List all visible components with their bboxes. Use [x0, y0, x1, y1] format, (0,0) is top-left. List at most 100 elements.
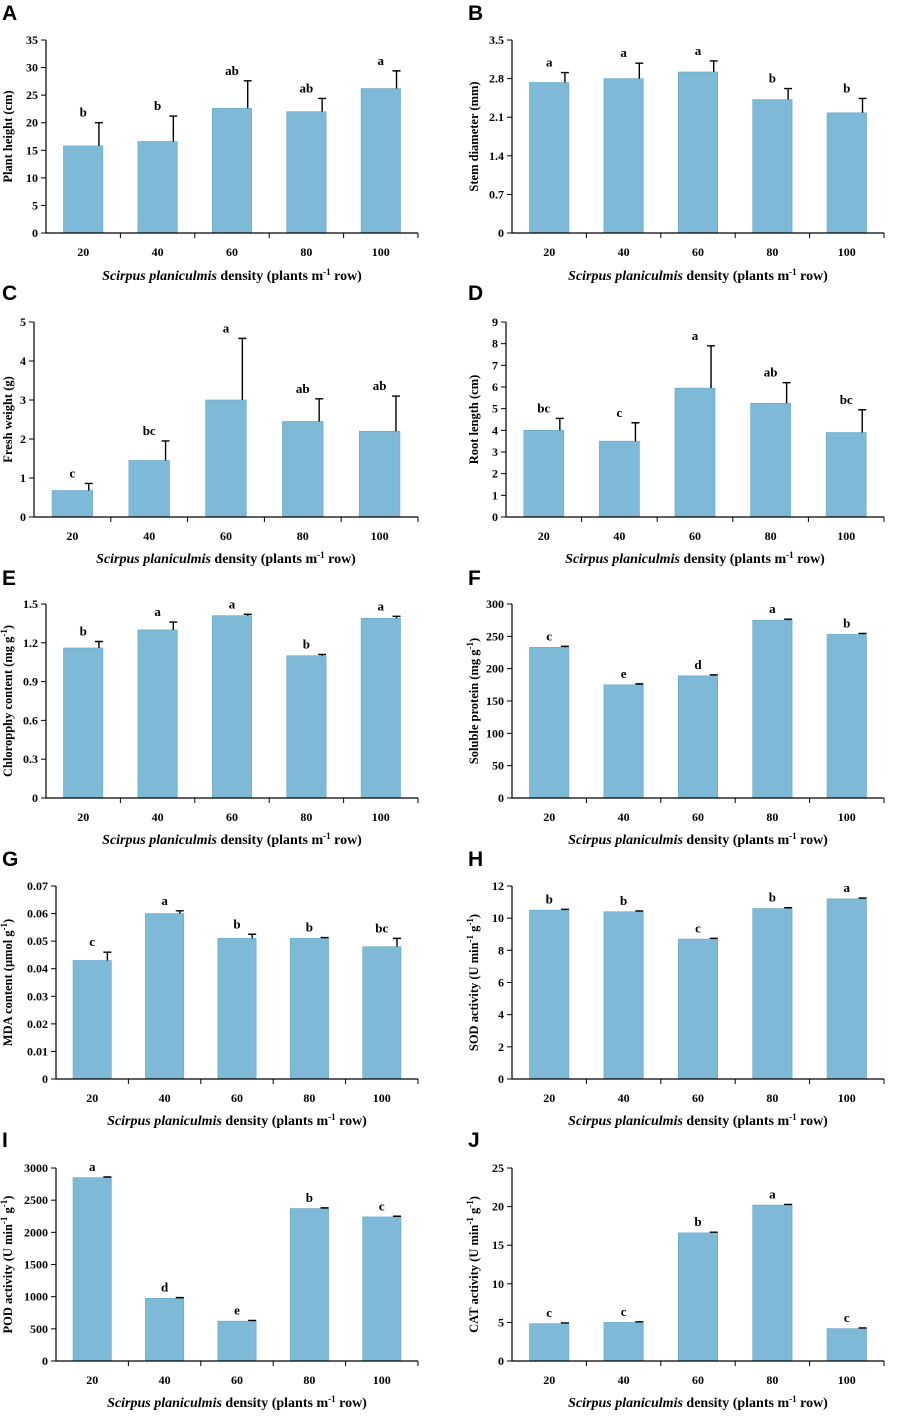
bar [362, 1216, 402, 1362]
bar [286, 655, 327, 799]
x-axis-label: Scirpus planiculmis density (plants m-1 … [565, 550, 825, 567]
x-tick-label: 20 [543, 1373, 555, 1387]
error-bar [709, 1231, 718, 1233]
y-tick-label: 0.02 [27, 1017, 48, 1031]
bar [752, 1204, 793, 1362]
error-bar [320, 936, 329, 939]
significance-letter: a [378, 598, 385, 613]
chart-panel-a: A 0 5 10 15 20 25 30 35 b 20 b 40 ab 60 ab 80 a 100 Plant h… [1, 2, 419, 284]
y-label-sup: -1 [465, 1217, 475, 1225]
error-bar [238, 337, 247, 400]
x-tick-label: 80 [766, 1091, 778, 1105]
significance-letter: b [80, 624, 87, 639]
y-label-mid: g [467, 925, 481, 935]
x-tick-label: 80 [303, 1091, 315, 1105]
x-axis-label: Scirpus planiculmis density (plants m-1 … [568, 831, 828, 848]
bar [603, 684, 644, 799]
bar [137, 629, 178, 799]
x-label-end: row) [336, 1396, 368, 1411]
error-bar [392, 615, 401, 619]
y-label-end: ) [467, 1196, 481, 1200]
y-tick-label: 0 [42, 1072, 48, 1086]
x-tick-label: 20 [543, 245, 555, 259]
significance-letter: c [621, 1304, 627, 1319]
bar [63, 647, 104, 799]
y-tick-label: 6 [498, 976, 504, 990]
x-tick-label: 80 [766, 810, 778, 824]
x-tick-label: 40 [618, 245, 630, 259]
y-label-sup: -1 [0, 629, 9, 637]
bar [825, 432, 867, 518]
x-axis-label: Scirpus planiculmis density (plants m-1 … [568, 1394, 828, 1411]
y-tick-label: 25 [492, 1161, 504, 1175]
x-tick-label: 20 [543, 1091, 555, 1105]
y-tick-label: 4 [498, 1008, 504, 1022]
y-tick-label: 4 [492, 423, 498, 437]
x-label-sup: -1 [789, 1112, 797, 1122]
significance-letter: a [620, 45, 627, 60]
x-label-text: density (plants m [683, 269, 790, 284]
y-label-sup2: -1 [465, 1200, 475, 1208]
y-label-end: ) [1, 1196, 15, 1200]
significance-letter: b [306, 1190, 313, 1205]
significance-letter: ab [296, 381, 310, 396]
x-tick-label: 60 [231, 1091, 243, 1105]
x-label-end: row) [331, 833, 363, 848]
x-label-sup: -1 [786, 550, 794, 560]
error-bar [784, 907, 793, 909]
x-tick-label: 20 [77, 810, 89, 824]
x-tick-label: 80 [303, 1373, 315, 1387]
y-tick-label: 15 [26, 143, 38, 157]
x-tick-label: 40 [618, 1373, 630, 1387]
y-tick-label: 0 [20, 510, 26, 524]
x-label-end: row) [325, 552, 357, 567]
y-axis-label: Stem diameter (mm) [467, 81, 481, 191]
x-label-end: row) [797, 1114, 829, 1129]
error-bar [392, 1215, 401, 1217]
y-label-text: POD activity (U min [1, 1224, 15, 1333]
y-tick-label: 0.9 [23, 675, 38, 689]
x-tick-label: 80 [766, 1373, 778, 1387]
y-tick-label: 5 [32, 198, 38, 212]
x-tick-label: 100 [838, 1091, 856, 1105]
y-tick-label: 3.5 [489, 33, 504, 47]
y-tick-label: 20 [492, 1200, 504, 1214]
x-tick-label: 60 [692, 810, 704, 824]
y-label-sup: -1 [465, 641, 475, 649]
significance-letter: a [692, 328, 699, 343]
significance-letter: b [306, 920, 313, 935]
bar [529, 1323, 570, 1362]
x-label-species: Scirpus planiculmis [107, 1114, 222, 1129]
y-label-end: ) [1, 919, 15, 923]
significance-letter: a [161, 893, 168, 908]
axes [45, 40, 418, 234]
error-bar [635, 683, 644, 685]
y-tick-label: 10 [492, 1277, 504, 1291]
y-tick-label: 0 [498, 791, 504, 805]
significance-letter: d [694, 657, 702, 672]
y-tick-label: 10 [26, 171, 38, 185]
error-bar [161, 440, 170, 461]
x-tick-label: 40 [159, 1373, 171, 1387]
significance-letter: c [546, 628, 552, 643]
bar [217, 1320, 257, 1362]
y-label-sup: -1 [0, 922, 9, 930]
x-tick-label: 100 [373, 1091, 391, 1105]
x-label-species: Scirpus planiculmis [568, 1114, 683, 1129]
y-tick-label: 1.4 [489, 149, 504, 163]
error-bar [243, 80, 252, 109]
significance-letter: e [234, 1302, 240, 1317]
y-axis-label: SOD activity (U min-1 g-1) [465, 914, 481, 1051]
y-axis-label: Chloropphy content (mg g-1) [0, 625, 15, 777]
error-bar [709, 674, 718, 676]
panel-letter: J [468, 1129, 480, 1152]
bar [529, 82, 570, 234]
bar [282, 421, 324, 518]
significance-letter: c [695, 920, 701, 935]
panel-letter: F [468, 567, 481, 590]
error-bar [858, 1327, 867, 1329]
x-tick-label: 100 [372, 810, 390, 824]
significance-letter: b [694, 1214, 701, 1229]
y-tick-label: 0.07 [27, 879, 48, 893]
significance-letter: ab [373, 378, 387, 393]
